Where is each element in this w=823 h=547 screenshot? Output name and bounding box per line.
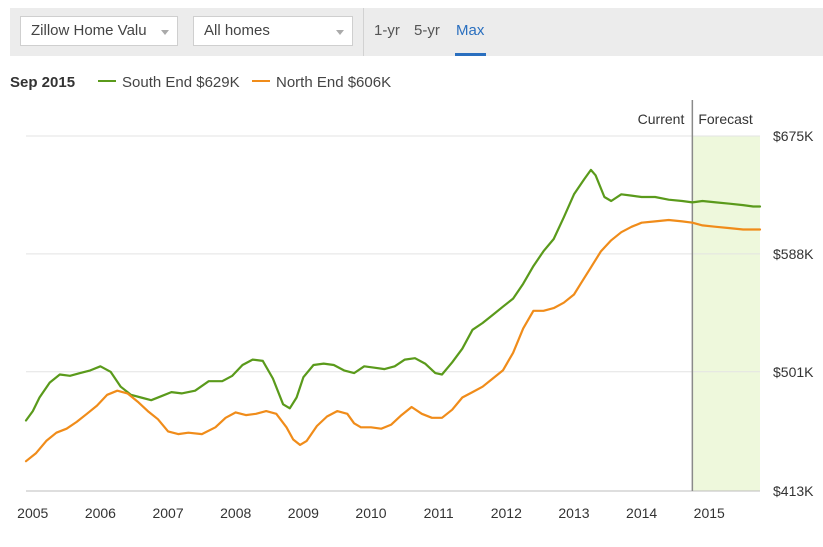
- x-tick-label: 2013: [558, 505, 589, 521]
- metric-select-value: Zillow Home Valu: [31, 22, 147, 39]
- toolbar-divider: [363, 8, 364, 56]
- home-type-select[interactable]: All homes: [193, 16, 353, 46]
- series-line-south-end: [24, 168, 762, 422]
- x-tick-label: 2012: [491, 505, 522, 521]
- legend-date: Sep 2015: [10, 74, 76, 91]
- x-tick-label: 2011: [424, 505, 454, 521]
- x-tick-label: 2014: [626, 505, 657, 521]
- series-line-north-end: [24, 218, 762, 463]
- legend-label-south-end: South End $629K: [122, 74, 240, 91]
- x-tick-label: 2010: [355, 505, 386, 521]
- active-tab-indicator: [455, 53, 486, 56]
- range-tab-max[interactable]: Max: [456, 22, 485, 39]
- legend-swatch-north-end: [252, 80, 270, 83]
- home-type-select-value: All homes: [204, 22, 270, 39]
- x-tick-label: 2006: [85, 505, 116, 521]
- x-tick-label: 2015: [694, 505, 725, 521]
- chart-toolbar: Zillow Home Valu All homes 1-yr 5-yr Max: [10, 8, 823, 56]
- home-value-chart: Current Forecast $675K $588K $501K $413K 2005 2…: [17, 100, 814, 521]
- chevron-down-icon: [336, 30, 344, 35]
- metric-select[interactable]: Zillow Home Valu: [20, 16, 178, 46]
- y-tick-label: $588K: [773, 246, 814, 262]
- legend-item-south-end: South End $629K: [98, 74, 240, 91]
- current-label: Current: [638, 111, 685, 127]
- legend-item-north-end: North End $606K: [252, 74, 391, 91]
- forecast-region: [692, 136, 760, 491]
- forecast-label: Forecast: [698, 111, 753, 127]
- y-tick-label: $675K: [773, 128, 814, 144]
- range-tab-5yr[interactable]: 5-yr: [414, 22, 440, 39]
- x-tick-label: 2007: [152, 505, 183, 521]
- y-tick-label: $413K: [773, 483, 814, 499]
- chevron-down-icon: [161, 30, 169, 35]
- range-tab-1yr[interactable]: 1-yr: [374, 22, 400, 39]
- y-tick-label: $501K: [773, 364, 814, 380]
- legend-swatch-south-end: [98, 80, 116, 83]
- legend-label-north-end: North End $606K: [276, 74, 392, 91]
- x-tick-label: 2005: [17, 505, 48, 521]
- x-tick-label: 2009: [288, 505, 319, 521]
- x-tick-label: 2008: [220, 505, 251, 521]
